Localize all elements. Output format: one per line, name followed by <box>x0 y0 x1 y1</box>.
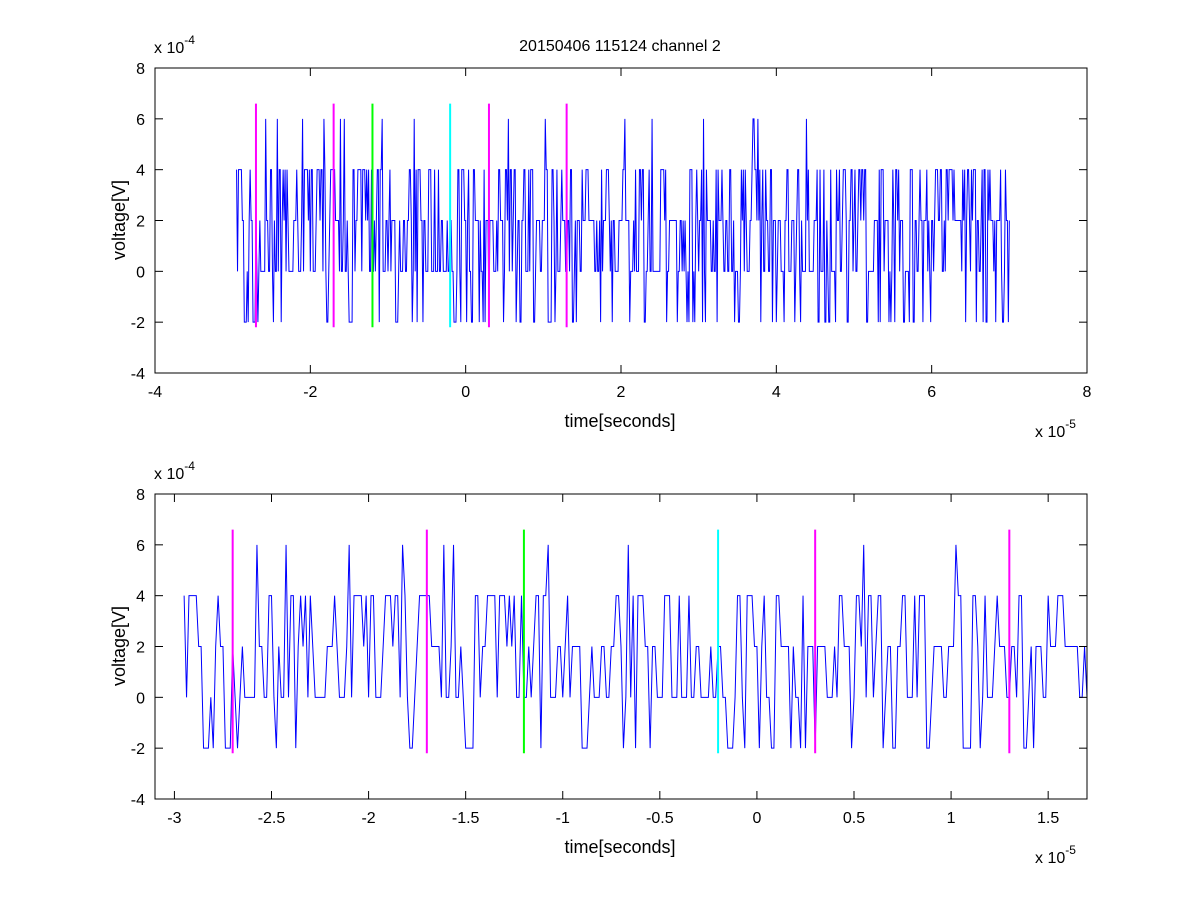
top-y-axis-label: voltage[V] <box>109 180 129 260</box>
x-tick-label: -2 <box>361 810 375 827</box>
y-tick-label: -2 <box>131 741 145 758</box>
y-tick-label: 2 <box>136 214 145 231</box>
y-tick-label: 8 <box>136 61 145 78</box>
x-tick-label: -3 <box>167 810 181 827</box>
x-tick-label: 8 <box>1083 384 1092 401</box>
top-plot: -4 -2 0 2 4 6 8 -4 -2 0 2 4 6 8 <box>131 61 1092 401</box>
x-tick-label: 1 <box>947 810 956 827</box>
bottom-y-exponent: x 10-4 <box>154 459 195 483</box>
x-tick-label: 6 <box>927 384 936 401</box>
bottom-x-axis-label: time[seconds] <box>564 837 675 857</box>
y-tick-label: 6 <box>136 112 145 129</box>
y-tick-label: 4 <box>136 589 145 606</box>
x-tick-label: 0.5 <box>843 810 865 827</box>
x-tick-label: 0 <box>752 810 761 827</box>
x-tick-label: 1.5 <box>1037 810 1059 827</box>
x-tick-label: -1.5 <box>452 810 480 827</box>
y-tick-label: 2 <box>136 640 145 657</box>
bottom-y-exponent-base: x 10 <box>154 466 184 483</box>
y-tick-label: -2 <box>131 315 145 332</box>
bottom-plot: -3 -2.5 -2 -1.5 -1 -0.5 0 0.5 1 1.5 -4 -2 0 2 4 6 8 <box>131 487 1088 827</box>
y-tick-label: -4 <box>131 366 145 383</box>
x-tick-label: 0 <box>461 384 470 401</box>
y-tick-label: 0 <box>136 264 145 281</box>
x-tick-label: -0.5 <box>646 810 674 827</box>
signal-trace <box>183 544 1087 749</box>
y-tick-label: -4 <box>131 792 145 809</box>
y-tick-label: 6 <box>136 538 145 555</box>
chart-title: 20150406 115124 channel 2 <box>519 38 721 55</box>
bottom-x-exponent: x 10-5 <box>1035 843 1076 867</box>
top-x-exponent: x 10-5 <box>1035 417 1076 441</box>
top-y-exponent: x 10-4 <box>154 33 195 57</box>
signal-trace <box>236 118 1010 323</box>
bottom-x-exponent-power: -5 <box>1065 843 1076 857</box>
bottom-y-axis-label: voltage[V] <box>109 606 129 686</box>
bottom-x-exponent-base: x 10 <box>1035 850 1065 867</box>
top-x-exponent-power: -5 <box>1065 417 1076 431</box>
y-tick-label: 4 <box>136 163 145 180</box>
top-x-axis-label: time[seconds] <box>564 411 675 431</box>
top-y-exponent-power: -4 <box>184 33 195 47</box>
x-tick-label: -1 <box>556 810 570 827</box>
x-tick-label: 4 <box>772 384 781 401</box>
top-y-exponent-base: x 10 <box>154 40 184 57</box>
x-tick-label: -2.5 <box>258 810 286 827</box>
y-tick-label: 8 <box>136 487 145 504</box>
x-tick-label: -2 <box>303 384 317 401</box>
top-x-exponent-base: x 10 <box>1035 424 1065 441</box>
x-tick-label: 2 <box>617 384 626 401</box>
x-tick-label: -4 <box>148 384 162 401</box>
bottom-y-exponent-power: -4 <box>184 459 195 473</box>
y-tick-label: 0 <box>136 690 145 707</box>
